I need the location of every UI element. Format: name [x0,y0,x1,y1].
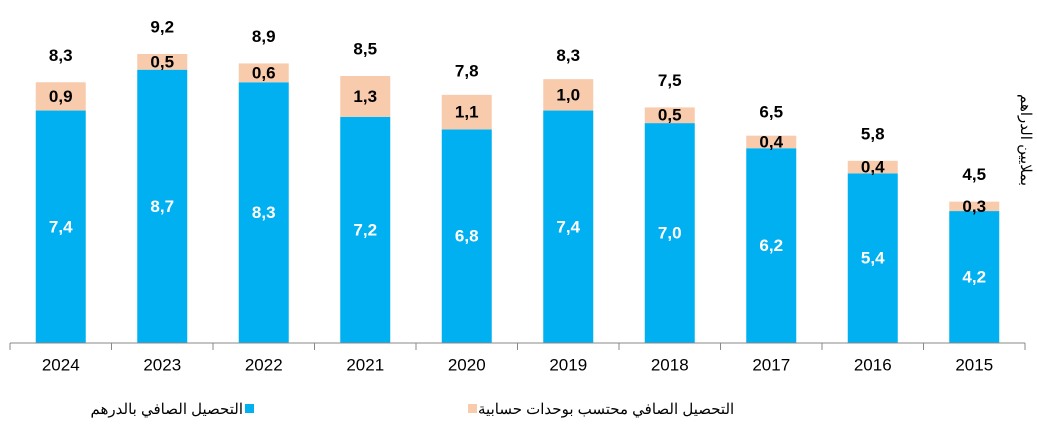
bar-segment [441,129,492,343]
x-tick-label: 2018 [651,355,689,374]
bar-segment [238,82,289,344]
x-tick-label: 2020 [448,355,486,374]
x-tick-label: 2017 [752,355,790,374]
value-label: 0,3 [962,197,986,216]
x-tick-label: 2024 [42,355,80,374]
bar-segment [746,135,797,149]
x-tick-label: 2016 [854,355,892,374]
value-label: 0,5 [150,52,174,71]
total-label: 8,5 [353,39,377,58]
value-label: 8,3 [252,203,276,222]
total-label: 8,3 [49,46,73,65]
x-tick-label: 2023 [143,355,181,374]
legend-swatch [245,404,254,413]
value-label: 8,7 [150,197,174,216]
bar-segment [949,201,1000,212]
value-label: 1,3 [353,87,377,106]
legend-swatch [468,404,477,413]
bar-segment [847,160,898,174]
x-tick-label: 2021 [346,355,384,374]
bar-segment [238,63,289,83]
bar-segment [340,116,391,344]
value-label: 7,4 [49,217,73,236]
total-label: 4,5 [962,165,986,184]
total-label: 9,2 [150,17,174,36]
bar-segment [847,173,898,343]
bar-segment [441,94,492,130]
value-label: 0,4 [759,132,783,151]
legend-label: التحصيل الصافي بالدرهم [91,401,244,418]
bar-segment [137,69,188,344]
bar-segment [644,107,695,124]
value-label: 7,0 [658,224,682,243]
value-label: 6,2 [759,236,783,255]
value-label: 0,6 [252,63,276,82]
value-label: 0,5 [658,106,682,125]
total-label: 7,5 [658,71,682,90]
value-label: 7,4 [556,217,580,236]
bar-segment [35,82,86,111]
value-label: 1,1 [455,103,479,122]
total-label: 5,8 [861,124,885,143]
total-label: 8,3 [556,46,580,65]
bar-segment [644,123,695,343]
bar-segment [746,148,797,343]
bar-segment [35,110,86,343]
value-label: 0,9 [49,87,73,106]
bar-segment [340,75,391,117]
bar-segment [137,54,188,70]
total-label: 6,5 [759,102,783,121]
value-label: 0,4 [861,158,885,177]
bar-segment [949,211,1000,343]
value-label: 4,2 [962,268,986,287]
legend-label: التحصيل الصافي محتسب بوحدات حسابية [478,401,734,418]
x-tick-label: 2022 [245,355,283,374]
total-label: 7,8 [455,61,479,80]
value-label: 1,0 [556,85,580,104]
x-tick-label: 2015 [955,355,993,374]
total-label: 8,9 [252,27,276,46]
value-label: 6,8 [455,227,479,246]
value-label: 7,2 [353,220,377,239]
x-tick-label: 2019 [549,355,587,374]
bar-segment [543,110,594,343]
bar-segment [543,79,594,111]
y-axis-label: بملايين الدراهم [1017,94,1034,186]
value-label: 5,4 [861,249,885,268]
